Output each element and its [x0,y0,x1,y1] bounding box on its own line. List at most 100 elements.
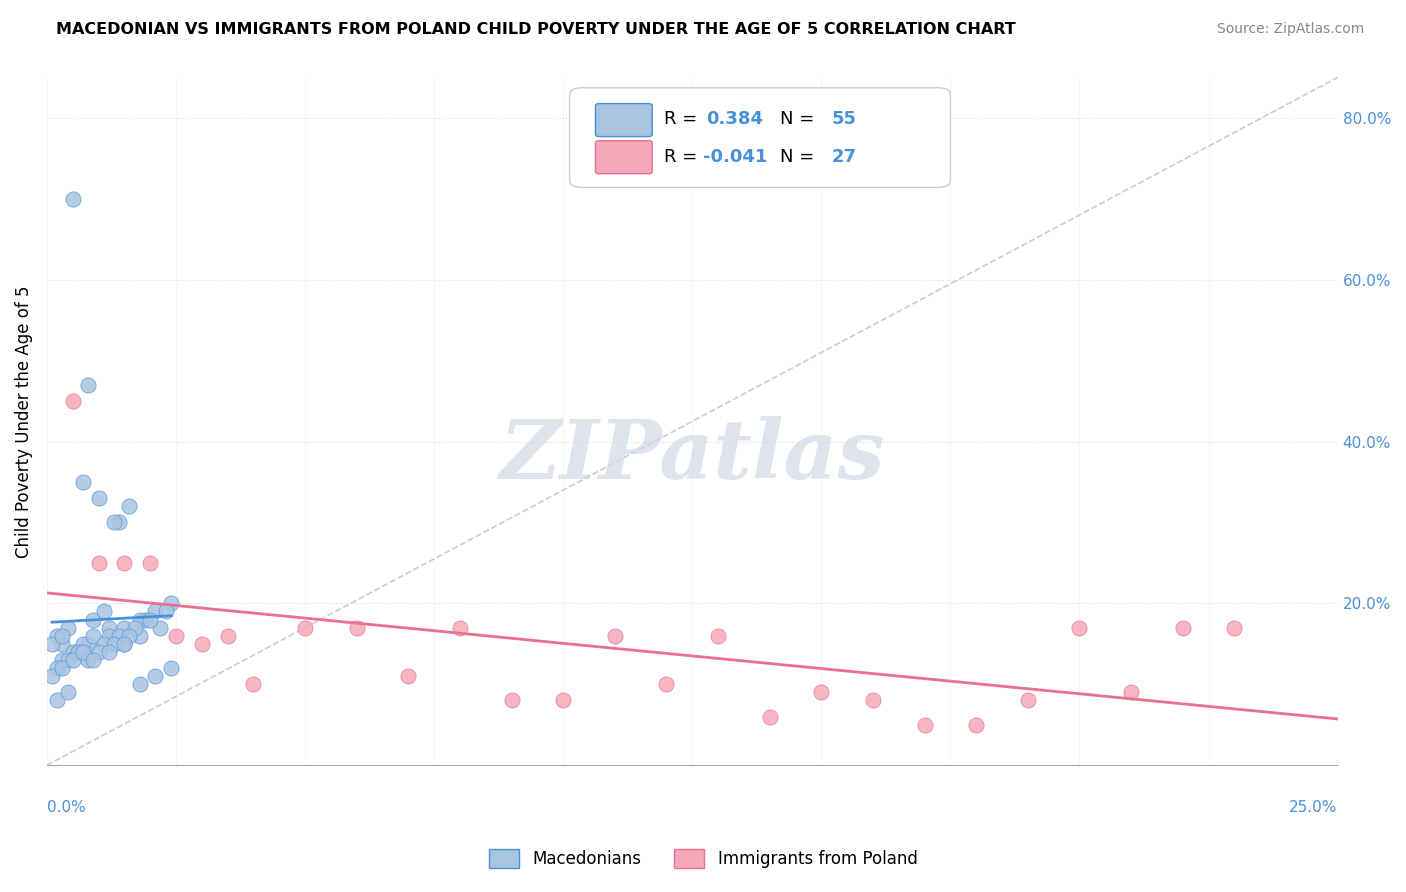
Text: -0.041: -0.041 [703,147,766,166]
Point [77,378,100,392]
Point [62,645,84,659]
Point [396,669,419,683]
Point [82,613,104,627]
Point [72,645,94,659]
Point [77,637,100,651]
Point [124,621,146,635]
Point [93,605,115,619]
Point [655,677,678,691]
Point [108,629,131,643]
Point [242,677,264,691]
Point [165,629,187,643]
Point [46,693,69,707]
Point [72,637,94,651]
Point [159,596,181,610]
Point [87,491,110,506]
Point [1069,621,1091,635]
Text: Source: ZipAtlas.com: Source: ZipAtlas.com [1216,22,1364,37]
Point [56,621,79,635]
Point [97,621,120,635]
Text: N =: N = [780,111,820,128]
Point [134,613,156,627]
Point [149,621,172,635]
Text: ZIPatlas: ZIPatlas [499,416,884,496]
Point [103,516,125,530]
Point [1017,693,1039,707]
Point [914,718,936,732]
Point [139,556,162,570]
Point [112,621,135,635]
Text: 27: 27 [832,147,856,166]
Point [1171,621,1194,635]
Point [128,677,150,691]
Point [139,613,162,627]
Point [159,661,181,675]
Legend: Macedonians, Immigrants from Poland: Macedonians, Immigrants from Poland [482,842,924,875]
Point [1223,621,1246,635]
Text: R =: R = [664,111,703,128]
Point [66,645,89,659]
Y-axis label: Child Poverty Under the Age of 5: Child Poverty Under the Age of 5 [15,285,32,558]
Text: 0.0%: 0.0% [46,799,86,814]
Text: N =: N = [780,147,820,166]
Point [143,605,166,619]
Point [108,516,131,530]
Point [66,645,89,659]
Point [62,192,84,206]
Point [553,693,575,707]
Point [143,669,166,683]
Text: MACEDONIAN VS IMMIGRANTS FROM POLAND CHILD POVERTY UNDER THE AGE OF 5 CORRELATIO: MACEDONIAN VS IMMIGRANTS FROM POLAND CHI… [56,22,1017,37]
Point [56,653,79,667]
Point [56,685,79,699]
Text: 55: 55 [832,111,856,128]
Point [603,629,626,643]
Point [128,613,150,627]
Point [191,637,214,651]
Point [62,394,84,409]
Text: 0.384: 0.384 [706,111,763,128]
Point [87,556,110,570]
FancyBboxPatch shape [569,87,950,187]
Point [97,645,120,659]
Point [46,661,69,675]
Point [66,645,89,659]
Point [118,500,141,514]
Point [112,556,135,570]
Point [41,637,63,651]
Point [51,653,73,667]
Point [82,629,104,643]
Point [41,669,63,683]
Point [72,475,94,489]
Point [112,637,135,651]
Point [51,637,73,651]
Point [51,629,73,643]
Point [87,645,110,659]
Point [862,693,884,707]
Point [217,629,239,643]
Text: R =: R = [664,147,703,166]
Point [46,629,69,643]
Point [758,709,780,723]
Point [51,661,73,675]
Point [1119,685,1142,699]
Point [103,637,125,651]
Point [128,629,150,643]
Point [118,629,141,643]
Point [294,621,316,635]
Point [93,637,115,651]
Point [707,629,730,643]
FancyBboxPatch shape [596,103,652,136]
Point [501,693,523,707]
Point [965,718,987,732]
Point [810,685,832,699]
Point [155,605,177,619]
Text: 25.0%: 25.0% [1289,799,1337,814]
Point [112,637,135,651]
Point [62,653,84,667]
Point [449,621,471,635]
Point [77,653,100,667]
Point [346,621,368,635]
Point [97,629,120,643]
FancyBboxPatch shape [596,141,652,174]
Point [82,653,104,667]
